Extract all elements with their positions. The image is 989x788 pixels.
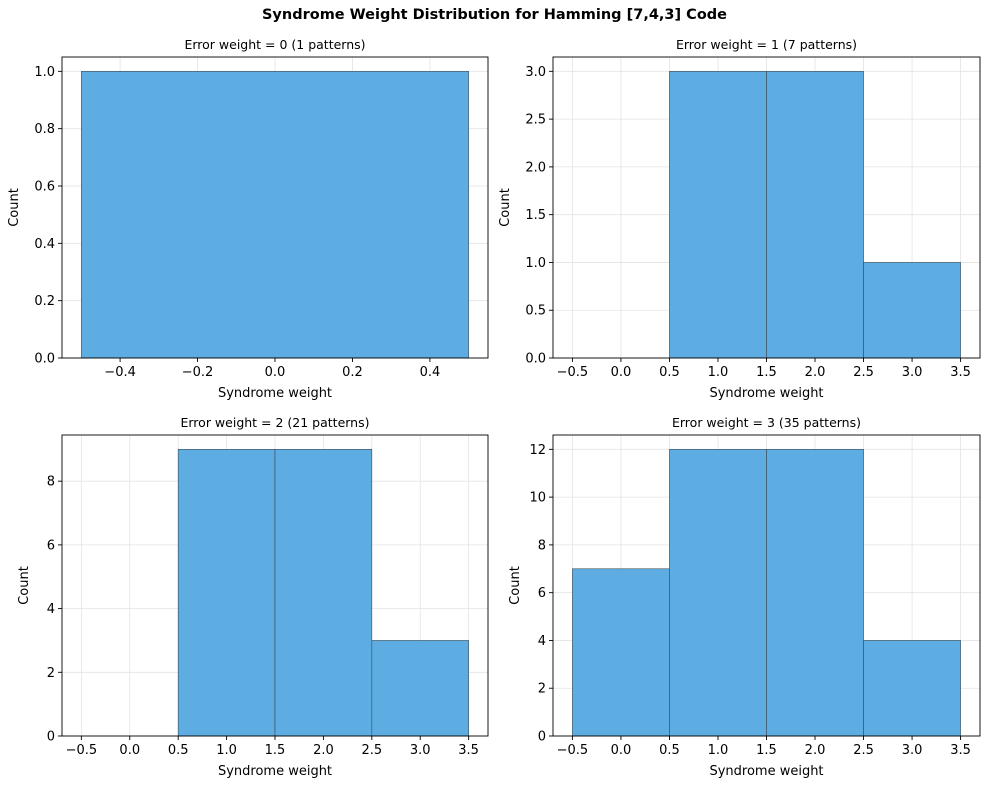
x-tick-label: 3.5 xyxy=(950,365,971,380)
histogram-bar xyxy=(863,262,961,359)
x-axis-label: Syndrome weight xyxy=(709,764,823,779)
y-tick-label: 0.0 xyxy=(525,352,546,367)
x-axis-label: Syndrome weight xyxy=(218,386,332,401)
panel-title: Error weight = 0 (1 patterns) xyxy=(184,37,365,52)
x-tick-label: 0.0 xyxy=(265,365,286,380)
y-tick-label: 0.0 xyxy=(34,352,55,367)
y-tick-label: 8 xyxy=(47,475,55,490)
x-tick-label: 2.0 xyxy=(805,743,826,758)
x-tick-label: 2.0 xyxy=(313,743,334,758)
x-tick-label: −0.5 xyxy=(557,743,589,758)
panel-title: Error weight = 2 (21 patterns) xyxy=(180,415,369,430)
histogram-bar xyxy=(572,568,670,737)
y-tick-label: 0.6 xyxy=(34,180,55,195)
x-tick-label: 3.0 xyxy=(902,365,923,380)
x-axis-label: Syndrome weight xyxy=(218,764,332,779)
histogram-bar xyxy=(81,71,469,359)
x-tick-label: 1.0 xyxy=(708,743,729,758)
x-tick-label: 2.5 xyxy=(853,743,874,758)
x-tick-label: 2.5 xyxy=(361,743,382,758)
x-tick-label: 1.5 xyxy=(756,365,777,380)
y-tick-label: 6 xyxy=(47,538,55,553)
figure-title: Syndrome Weight Distribution for Hamming… xyxy=(261,7,728,23)
y-tick-label: 4 xyxy=(538,634,546,649)
x-tick-label: 1.0 xyxy=(708,365,729,380)
x-tick-label: −0.5 xyxy=(66,743,98,758)
x-tick-label: 1.5 xyxy=(756,743,777,758)
x-tick-label: 1.5 xyxy=(265,743,286,758)
y-tick-label: 0.4 xyxy=(34,237,55,252)
histogram-bar xyxy=(766,71,864,359)
x-tick-label: 0.0 xyxy=(119,743,140,758)
histogram-bar xyxy=(669,71,767,359)
x-tick-label: 2.5 xyxy=(853,365,874,380)
y-axis-label: Count xyxy=(17,566,32,605)
x-tick-label: 0.4 xyxy=(420,365,441,380)
y-tick-label: 10 xyxy=(529,491,546,506)
y-tick-label: 2 xyxy=(538,682,546,697)
y-tick-label: 2 xyxy=(47,666,55,681)
x-tick-label: 0.0 xyxy=(611,365,632,380)
panel-title: Error weight = 3 (35 patterns) xyxy=(672,415,861,430)
panel-2: −0.5 0.0 0.5 1.0 1.5 2.0 2.5 3.0 3.5 0.0 0.5 1.0 1.5… xyxy=(498,37,981,401)
x-tick-label: 0.2 xyxy=(342,365,363,380)
panel-title: Error weight = 1 (7 patterns) xyxy=(676,37,857,52)
y-tick-label: 0.2 xyxy=(34,294,55,309)
y-tick-label: 0.8 xyxy=(34,122,55,137)
x-tick-label: 0.0 xyxy=(611,743,632,758)
y-tick-label: 0 xyxy=(538,730,546,745)
y-tick-label: 1.5 xyxy=(525,208,546,223)
y-tick-label: 1.0 xyxy=(525,256,546,271)
x-tick-label: 1.0 xyxy=(216,743,237,758)
histogram-bar xyxy=(669,449,767,737)
x-tick-label: 0.5 xyxy=(168,743,189,758)
x-tick-label: 3.0 xyxy=(410,743,431,758)
y-tick-label: 4 xyxy=(47,602,55,617)
x-tick-label: 2.0 xyxy=(805,365,826,380)
panel-1: −0.4 −0.2 0.0 0.2 0.4 0.0 0.2 0.4 0.6 0.8 1.0 Error… xyxy=(7,37,489,401)
y-tick-label: 2.0 xyxy=(525,160,546,175)
y-axis-label: Count xyxy=(7,188,22,227)
y-tick-label: 8 xyxy=(538,538,546,553)
x-tick-label: 3.0 xyxy=(902,743,923,758)
x-tick-label: 0.5 xyxy=(659,743,680,758)
histogram-bar xyxy=(766,449,864,737)
x-tick-label: −0.2 xyxy=(182,365,214,380)
y-tick-label: 1.0 xyxy=(34,65,55,80)
histogram-bar xyxy=(863,640,961,737)
histogram-bar xyxy=(371,640,469,737)
panel-3: −0.5 0.0 0.5 1.0 1.5 2.0 2.5 3.0 3.5 0 2 4 6 8 Error w… xyxy=(17,415,489,779)
y-tick-label: 6 xyxy=(538,586,546,601)
x-tick-label: −0.4 xyxy=(104,365,136,380)
x-tick-label: 3.5 xyxy=(458,743,479,758)
panel-4: −0.5 0.0 0.5 1.0 1.5 2.0 2.5 3.0 3.5 0 2 4 6 8 10 12 Err… xyxy=(508,415,981,779)
y-axis-label: Count xyxy=(508,566,523,605)
y-tick-label: 12 xyxy=(529,443,546,458)
x-tick-label: −0.5 xyxy=(557,365,589,380)
y-tick-label: 0 xyxy=(47,730,55,745)
y-tick-label: 2.5 xyxy=(525,113,546,128)
y-tick-label: 3.0 xyxy=(525,65,546,80)
y-axis-label: Count xyxy=(498,188,513,227)
y-tick-label: 0.5 xyxy=(525,304,546,319)
histogram-bar xyxy=(177,449,276,737)
x-tick-label: 3.5 xyxy=(950,743,971,758)
x-tick-label: 0.5 xyxy=(659,365,680,380)
histogram-bar xyxy=(274,449,373,737)
x-axis-label: Syndrome weight xyxy=(709,386,823,401)
